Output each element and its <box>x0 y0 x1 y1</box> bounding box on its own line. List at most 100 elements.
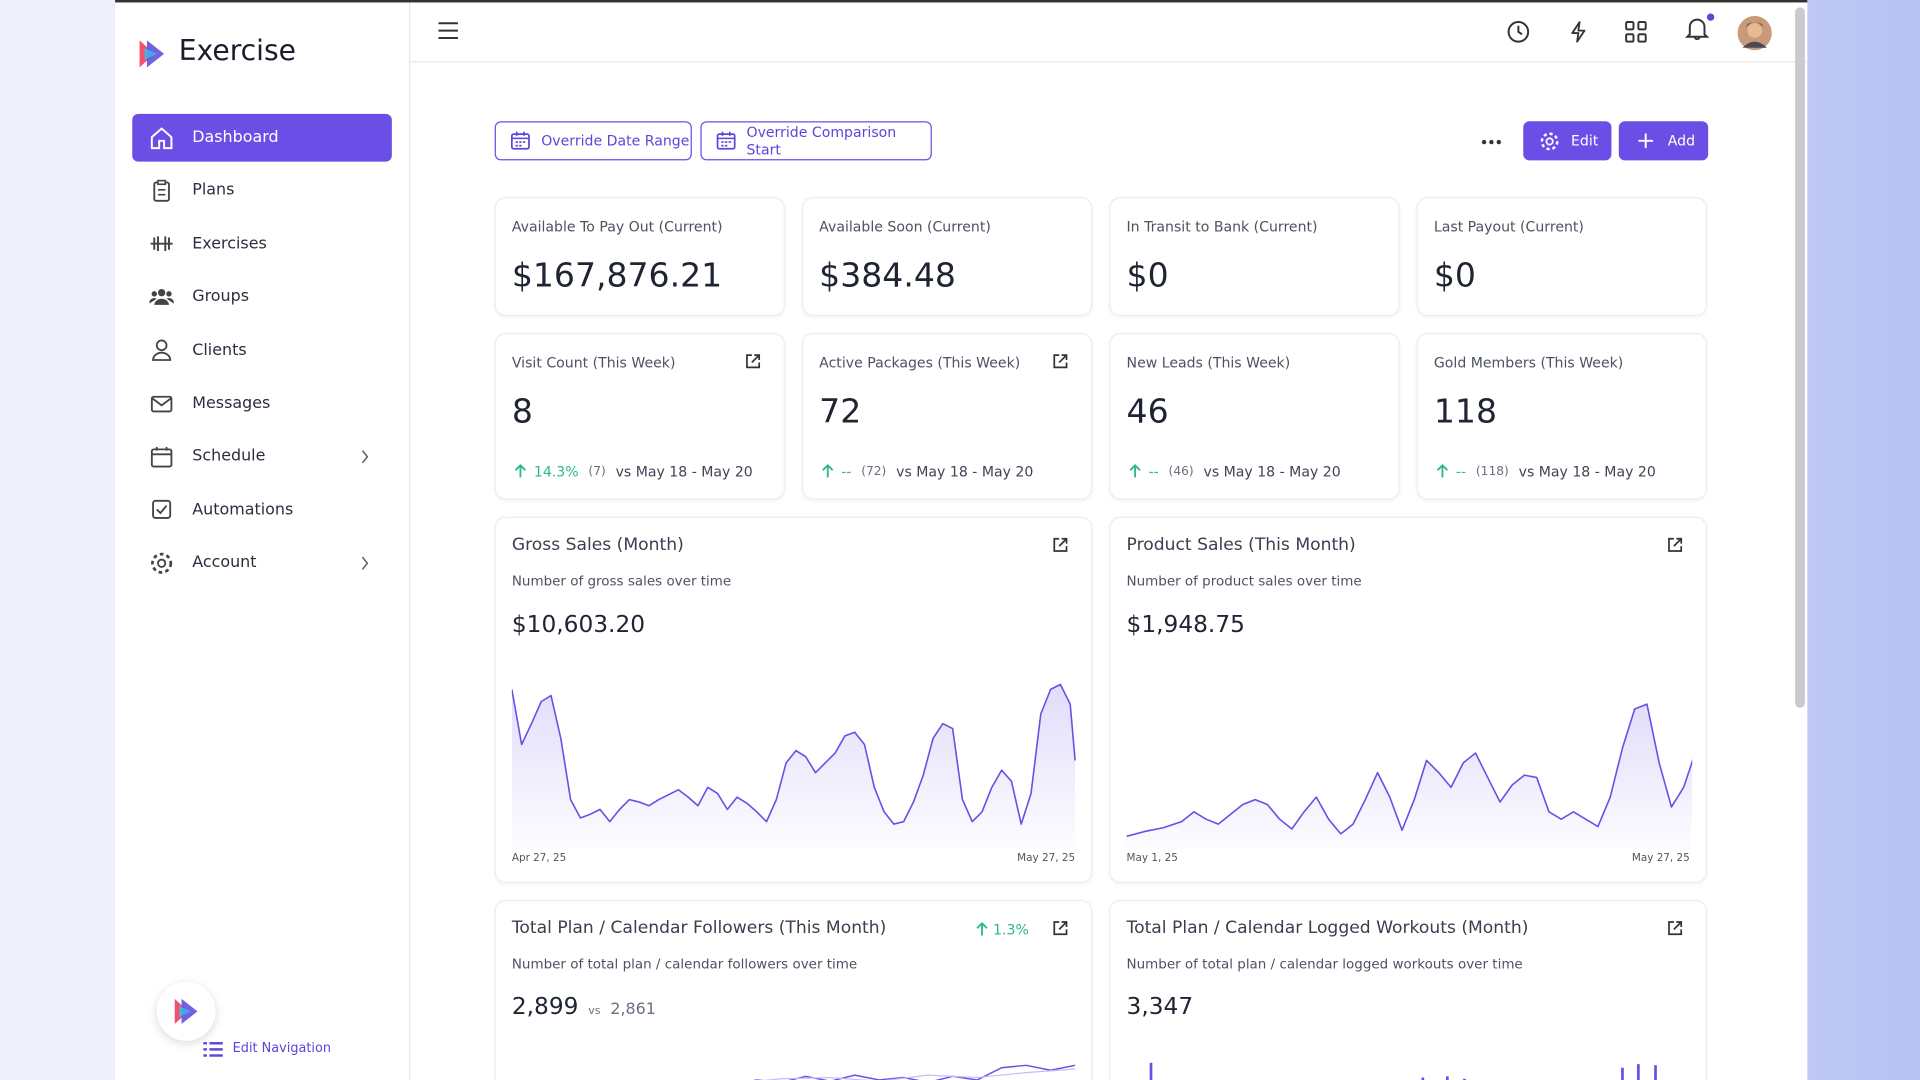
sparkline-line <box>511 683 1076 825</box>
edit-button[interactable]: Edit <box>1523 121 1612 161</box>
nav-label: Clients <box>192 341 247 360</box>
nav-icon <box>151 552 173 574</box>
start-date: May 1, 25 <box>1126 852 1178 865</box>
card-subtitle: Number of product sales over time <box>1126 573 1362 589</box>
nav-item[interactable]: Exercises <box>132 220 392 268</box>
change: -- <box>1455 462 1467 481</box>
edit-navigation[interactable]: Edit Navigation <box>232 1040 331 1056</box>
sparkline-line <box>1126 703 1693 838</box>
logo <box>139 40 165 68</box>
card-value: 8 <box>511 393 533 432</box>
sidebar: Exercise Dashboard Plans Exercises Group… <box>115 2 411 1080</box>
card-value: 2,899 <box>511 993 579 1021</box>
vs-label: vs <box>588 1005 601 1018</box>
quick-actions-button[interactable] <box>1566 20 1590 44</box>
nav-icon <box>153 179 170 202</box>
notifications-button[interactable] <box>1684 12 1716 44</box>
comparison-button[interactable]: Override Comparison Start <box>700 121 932 161</box>
card-subtitle: Number of gross sales over time <box>511 573 732 589</box>
card-title: Last Payout (Current) <box>1433 217 1584 236</box>
nav-label: Plans <box>192 181 235 201</box>
comparison-row: -- (118) vs May 18 - May 20 <box>1456 463 1656 481</box>
button-label: Override Date Range <box>541 132 690 150</box>
button-label: Override Comparison Start <box>746 123 897 158</box>
card-title: Visit Count (This Week) <box>511 353 676 372</box>
nav-item[interactable]: Plans <box>132 167 392 215</box>
end-date: May 27, 25 <box>1631 852 1690 865</box>
plus-icon <box>1638 133 1654 149</box>
nav-label: Exercises <box>192 234 267 254</box>
card-title: Gross Sales (Month) <box>511 535 684 555</box>
nav-label: Schedule <box>192 447 266 466</box>
comparison-period: vs May 18 - May 20 <box>1518 462 1656 481</box>
apps-button[interactable] <box>1625 21 1647 43</box>
nav-icon <box>150 126 173 149</box>
change: 14.3% <box>533 462 579 481</box>
chart-card: Product Sales (This Month) Number of pro… <box>1109 516 1707 883</box>
stat-card: In Transit to Bank (Current) $0 <box>1109 197 1400 316</box>
list-icon <box>203 1042 223 1057</box>
brand-name: Exercise <box>178 35 296 68</box>
previous-value: (7) <box>588 465 606 479</box>
date-range-button[interactable]: Override Date Range <box>494 121 692 161</box>
logo <box>174 998 198 1024</box>
chart-card: Gross Sales (Month) Number of gross sale… <box>494 516 1093 883</box>
history-button[interactable] <box>1506 20 1530 44</box>
open-external[interactable] <box>1052 920 1069 937</box>
button-label: Edit <box>1571 132 1599 150</box>
card-title: Available Soon (Current) <box>819 217 991 236</box>
logo-button[interactable] <box>156 982 216 1041</box>
card-value: $10,603.20 <box>511 611 646 638</box>
open-external[interactable] <box>1667 920 1684 937</box>
card-value: $0 <box>1126 257 1169 296</box>
nav-item[interactable]: Account <box>132 539 392 587</box>
chart-card: Total Plan / Calendar Logged Workouts (M… <box>1109 900 1707 1080</box>
nav-item[interactable]: Schedule <box>132 433 392 481</box>
menu-button[interactable] <box>438 22 458 39</box>
change: 1.3% <box>993 920 1029 938</box>
card-subtitle: Number of total plan / calendar follower… <box>511 956 858 973</box>
calendar-icon <box>510 131 530 150</box>
add-button[interactable]: Add <box>1618 121 1709 161</box>
open-external[interactable] <box>1667 536 1684 553</box>
user-avatar[interactable] <box>1737 15 1772 51</box>
gear-icon <box>1540 131 1559 150</box>
open-external[interactable] <box>1052 353 1069 370</box>
stat-card: Available Soon (Current) $384.48 <box>802 197 1093 316</box>
calendar-icon <box>716 131 736 150</box>
nav-item[interactable]: Groups <box>132 273 392 321</box>
change: -- <box>1148 462 1159 481</box>
open-external[interactable] <box>1052 536 1069 553</box>
nav-item[interactable]: Dashboard <box>132 113 392 162</box>
up-arrow <box>1436 464 1448 478</box>
more-button[interactable] <box>1480 138 1502 145</box>
nav-item[interactable]: Clients <box>132 326 392 374</box>
nav-icon <box>150 236 173 252</box>
open-external[interactable] <box>744 353 761 370</box>
up-arrow <box>1129 464 1141 478</box>
comparison-period: vs May 18 - May 20 <box>1203 462 1341 481</box>
up-arrow <box>822 464 834 478</box>
nav-item[interactable]: Automations <box>132 486 392 534</box>
nav-item[interactable]: Messages <box>132 380 392 428</box>
metric-card: Gold Members (This Week) 118 -- (118) vs… <box>1416 333 1707 500</box>
card-title: Active Packages (This Week) <box>819 353 1021 372</box>
comparison-row: 14.3% (7) vs May 18 - May 20 <box>534 463 753 481</box>
card-value: 46 <box>1126 393 1169 432</box>
nav-label: Messages <box>192 394 271 413</box>
stat-card: Last Payout (Current) $0 <box>1416 197 1707 316</box>
card-title: Available To Pay Out (Current) <box>511 217 723 236</box>
card-subtitle: Number of total plan / calendar logged w… <box>1126 956 1523 973</box>
nav-icon <box>152 500 172 520</box>
sparkline-area <box>511 684 1076 849</box>
button-label: Add <box>1667 132 1696 150</box>
previous-value: (118) <box>1475 465 1509 479</box>
metric-card: Active Packages (This Week) 72 -- (72) v… <box>802 333 1093 500</box>
top-bar <box>410 2 1808 63</box>
nav-label: Automations <box>192 500 294 519</box>
nav-icon <box>149 288 174 305</box>
card-title: Product Sales (This Month) <box>1126 535 1356 555</box>
card-value: $1,948.75 <box>1126 611 1245 638</box>
card-title: Gold Members (This Week) <box>1433 353 1624 372</box>
